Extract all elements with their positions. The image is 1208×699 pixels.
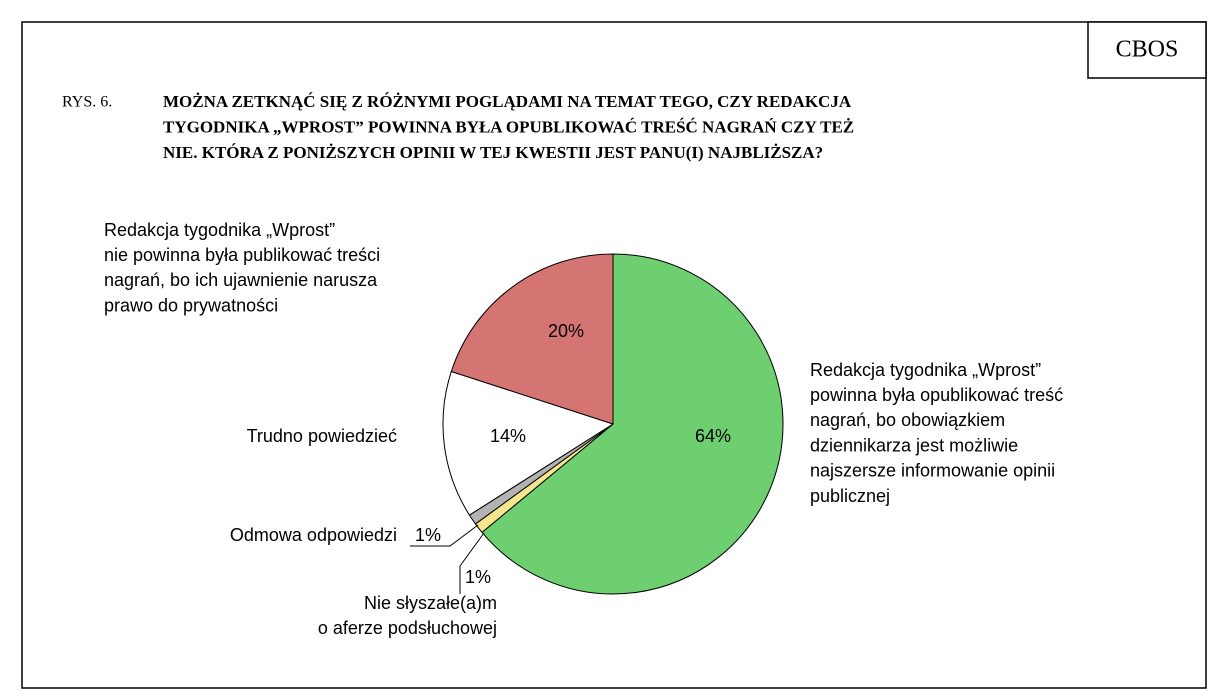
category-label: Redakcja tygodnika „Wprost” [104,220,335,240]
value-label: 64% [695,426,731,446]
category-label: nagrań, bo obowiązkiem [810,410,1005,430]
leader-line [410,524,479,547]
pie-slice [481,253,784,595]
category-label: nie powinna była publikować treści [104,245,380,265]
chart-title: NIE. KTÓRA Z PONIŻSZYCH OPINII W TEJ KWE… [163,143,823,162]
source-box [1087,21,1207,79]
category-label: Odmowa odpowiedzi [230,525,397,545]
pie-slice [442,370,615,516]
category-label: Nie słyszałe(a)m [364,593,497,613]
category-label: Trudno powiedzieć [247,426,397,446]
value-label: 14% [490,426,526,446]
category-label: nagrań, bo ich ujawnienie narusza [104,270,378,290]
pie-slice [450,253,614,425]
value-label: 1% [465,567,491,587]
category-label: dziennikarza jest możliwie [810,435,1018,455]
value-label: 1% [415,525,441,545]
category-label: powinna była opublikować treść [810,385,1063,405]
category-label: prawo do prywatności [104,295,278,315]
category-label: najszersze informowanie opinii [810,461,1055,481]
leader-line [459,532,485,594]
category-label: Redakcja tygodnika „Wprost” [810,360,1041,380]
frame [21,21,1207,689]
category-label: publicznej [810,486,890,506]
chart-title: MOŻNA ZETKNĄĆ SIĘ Z RÓŻNYMI POGLĄDAMI NA… [163,92,852,111]
category-label: o aferze podsłuchowej [318,618,497,638]
value-label: 20% [548,321,584,341]
source: CBOS [1116,37,1179,63]
figure-number: RYS. 6. [62,94,112,111]
chart-title: TYGODNIKA „WPROST” POWINNA BYŁA OPUBLIKO… [163,117,854,136]
